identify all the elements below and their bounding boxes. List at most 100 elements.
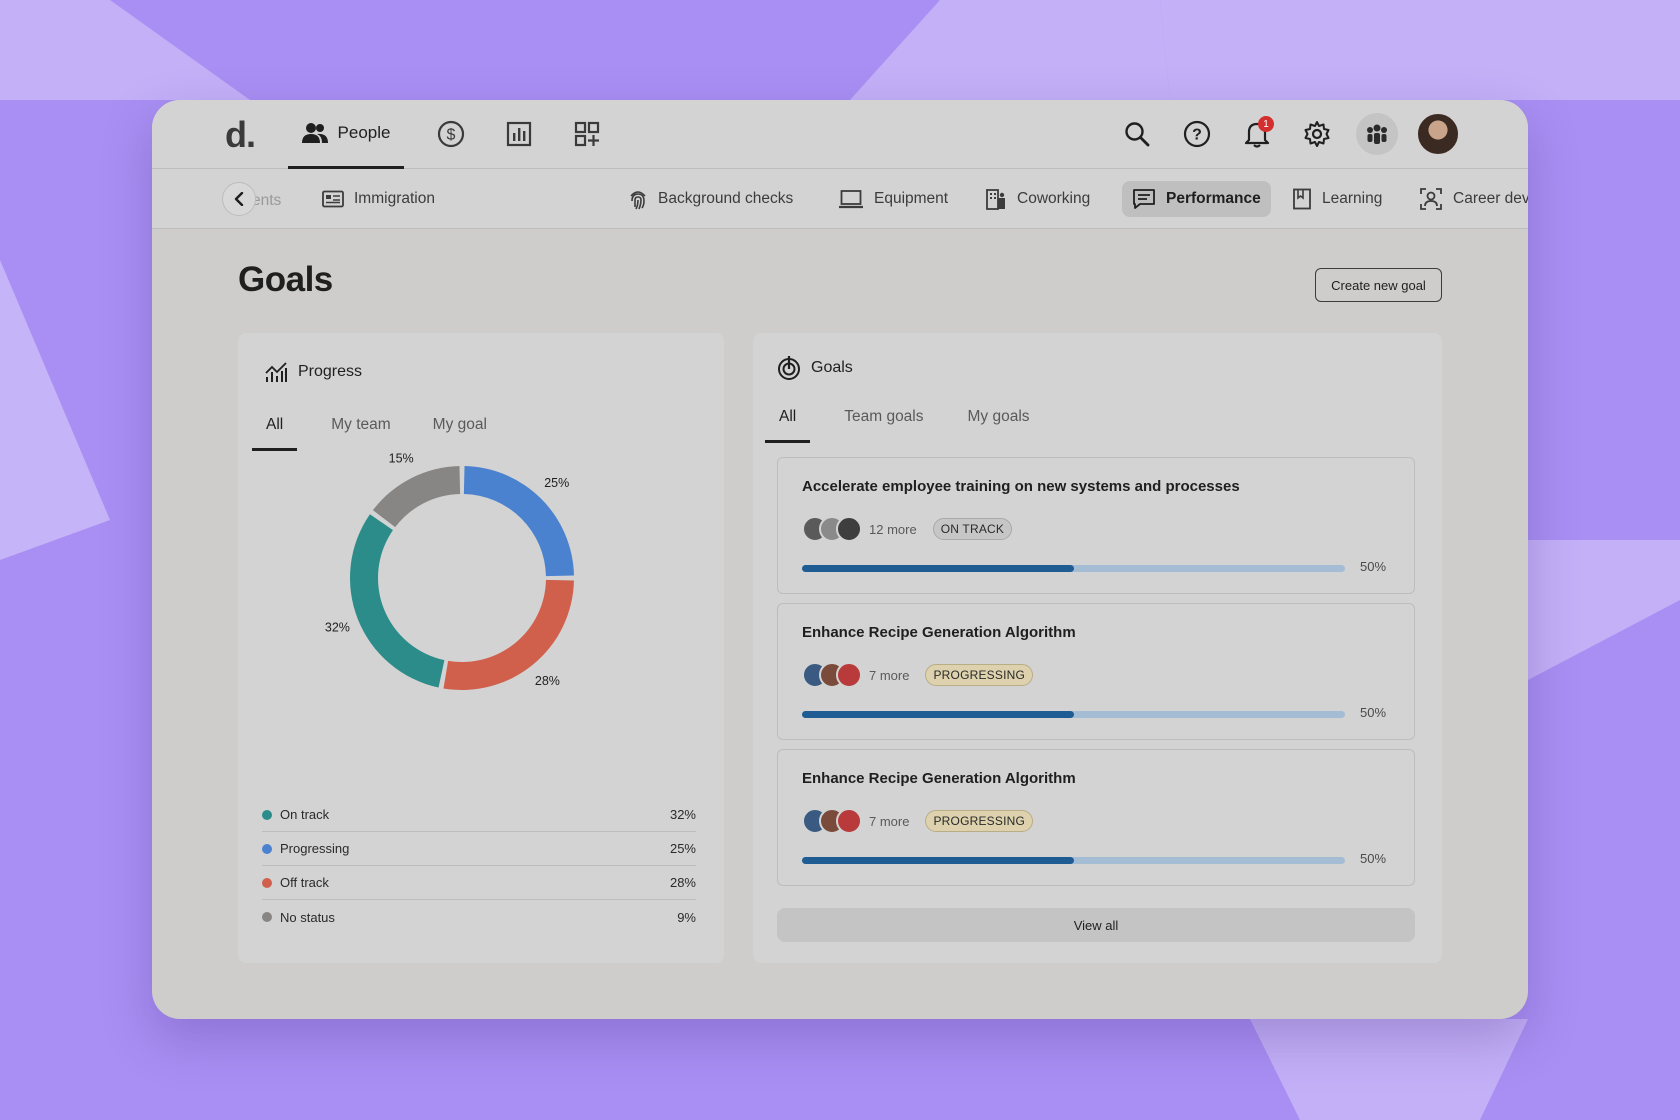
team-switcher-button[interactable] (1356, 113, 1398, 155)
subnav-label: Background checks (658, 190, 794, 207)
nav-reports[interactable] (502, 117, 536, 151)
status-badge: PROGRESSING (925, 664, 1034, 686)
nav-apps[interactable] (570, 117, 604, 151)
progress-title: Progress (298, 363, 363, 380)
subnav-performance[interactable]: Performance (1122, 181, 1271, 217)
tab-all[interactable]: All (765, 403, 811, 443)
tab-my-goals[interactable]: My goals (967, 408, 1030, 425)
status-badge: PROGRESSING (925, 810, 1034, 832)
goals-tabs: All Team goals My goals (765, 403, 1044, 443)
sub-navigation: ents Immigration Background checks Equip… (152, 169, 1528, 229)
goals-title: Goals (811, 359, 853, 376)
gear-icon (1304, 121, 1330, 147)
status-badge: ON TRACK (932, 518, 1013, 540)
progress-tabs: All My team My goal (252, 411, 501, 451)
progress-card: Progress All My team My goal 25% 28% 32% 15… (238, 333, 724, 963)
goal-card[interactable]: Enhance Recipe Generation Algorithm 7 mo… (777, 603, 1415, 740)
legend-dot (262, 912, 272, 922)
donut-slice-no-status[interactable] (372, 466, 461, 528)
goal-progress-percent: 50% (1360, 559, 1387, 574)
search-icon (1125, 122, 1150, 147)
legend-value: 32% (669, 807, 696, 822)
more-assignees[interactable]: 7 more (869, 667, 910, 683)
tab-my-goal[interactable]: My goal (432, 416, 487, 433)
subnav-label: Coworking (1017, 190, 1091, 207)
goal-progress-bar (802, 565, 1345, 572)
legend-dot (262, 877, 272, 888)
subnav-label: Career development (1453, 190, 1528, 207)
goals-card-header: Goals (777, 355, 853, 381)
svg-text:$: $ (447, 127, 456, 144)
legend-dot (262, 843, 272, 854)
dollar-circle-icon: $ (437, 120, 465, 148)
goal-assignees: 12 more ON TRACK (802, 516, 1013, 542)
legend-label: No status (280, 909, 335, 925)
tab-all[interactable]: All (252, 411, 298, 451)
bar-chart-icon (506, 121, 532, 147)
goals-card: Goals All Team goals My goals Accelerate… (753, 333, 1442, 963)
help-button[interactable]: ? (1180, 117, 1214, 151)
donut-slice-progressing[interactable] (463, 466, 574, 577)
notifications-button[interactable]: 1 (1240, 116, 1274, 151)
more-assignees[interactable]: 7 more (869, 813, 910, 829)
goal-progress-bar (802, 711, 1345, 718)
legend-value: 25% (669, 841, 696, 856)
legend-row-off-track: Off track 28% (262, 866, 696, 900)
subnav-coworking[interactable]: Coworking (975, 181, 1100, 217)
subnav-immigration[interactable]: Immigration (312, 181, 445, 217)
legend-row-no-status: No status 9% (262, 900, 696, 934)
donut-slice-on-track[interactable] (349, 514, 445, 688)
subnav-label: Performance (1166, 190, 1261, 207)
tab-team-goals[interactable]: Team goals (844, 408, 924, 425)
goal-progress-fill (802, 711, 1074, 718)
legend-value: 9% (677, 909, 696, 925)
view-all-button[interactable]: View all (777, 908, 1415, 942)
goal-progress-percent: 50% (1360, 705, 1387, 720)
bookmark-icon (1293, 188, 1311, 210)
user-avatar[interactable] (1416, 112, 1460, 156)
apps-grid-icon (574, 121, 600, 147)
chat-icon (1133, 189, 1155, 209)
donut-slice-label: 15% (389, 452, 414, 466)
subnav-label: Learning (1322, 190, 1383, 207)
donut-slice-label: 28% (535, 674, 560, 688)
goal-card[interactable]: Accelerate employee training on new syst… (777, 457, 1415, 594)
legend-label: On track (280, 807, 330, 822)
avatar (836, 516, 862, 542)
page-title: Goals (238, 260, 333, 299)
subnav-learning[interactable]: Learning (1282, 181, 1392, 217)
legend-dot (262, 809, 272, 820)
id-card-icon (322, 190, 344, 208)
settings-button[interactable] (1300, 117, 1334, 151)
subnav-career-development[interactable]: Career development (1409, 181, 1528, 217)
donut-slice-label: 25% (544, 476, 569, 490)
subnav-faded-item[interactable]: ents (252, 192, 282, 209)
more-assignees[interactable]: 12 more (869, 521, 917, 537)
goal-title: Accelerate employee training on new syst… (802, 478, 1240, 495)
people-icon (301, 123, 328, 143)
goal-card[interactable]: Enhance Recipe Generation Algorithm 7 mo… (777, 749, 1415, 886)
create-goal-button[interactable]: Create new goal (1315, 268, 1442, 302)
scroll-back-button[interactable] (222, 182, 256, 216)
nav-payroll[interactable]: $ (434, 117, 468, 151)
goal-title: Enhance Recipe Generation Algorithm (802, 624, 1076, 641)
goal-title: Enhance Recipe Generation Algorithm (802, 770, 1076, 787)
legend-row-progressing: Progressing 25% (262, 832, 696, 866)
subnav-equipment[interactable]: Equipment (828, 181, 958, 217)
legend-label: Off track (280, 875, 329, 890)
logo[interactable]: d. (225, 114, 256, 155)
tab-my-team[interactable]: My team (331, 416, 391, 433)
fingerprint-icon (630, 191, 646, 210)
goal-assignees: 7 more PROGRESSING (802, 662, 1034, 688)
subnav-background-checks[interactable]: Background checks (618, 181, 803, 217)
avatar (836, 662, 862, 688)
progress-card-header: Progress (264, 361, 362, 383)
subnav-label: Equipment (874, 190, 949, 207)
search-button[interactable] (1120, 117, 1154, 151)
avatar (836, 808, 862, 834)
donut-slice-off-track[interactable] (443, 579, 574, 690)
progress-donut-chart: 25% 28% 32% 15% (325, 452, 574, 690)
nav-people[interactable]: People (288, 100, 404, 169)
app-window: d. People $ ? 1 (152, 100, 1528, 1019)
